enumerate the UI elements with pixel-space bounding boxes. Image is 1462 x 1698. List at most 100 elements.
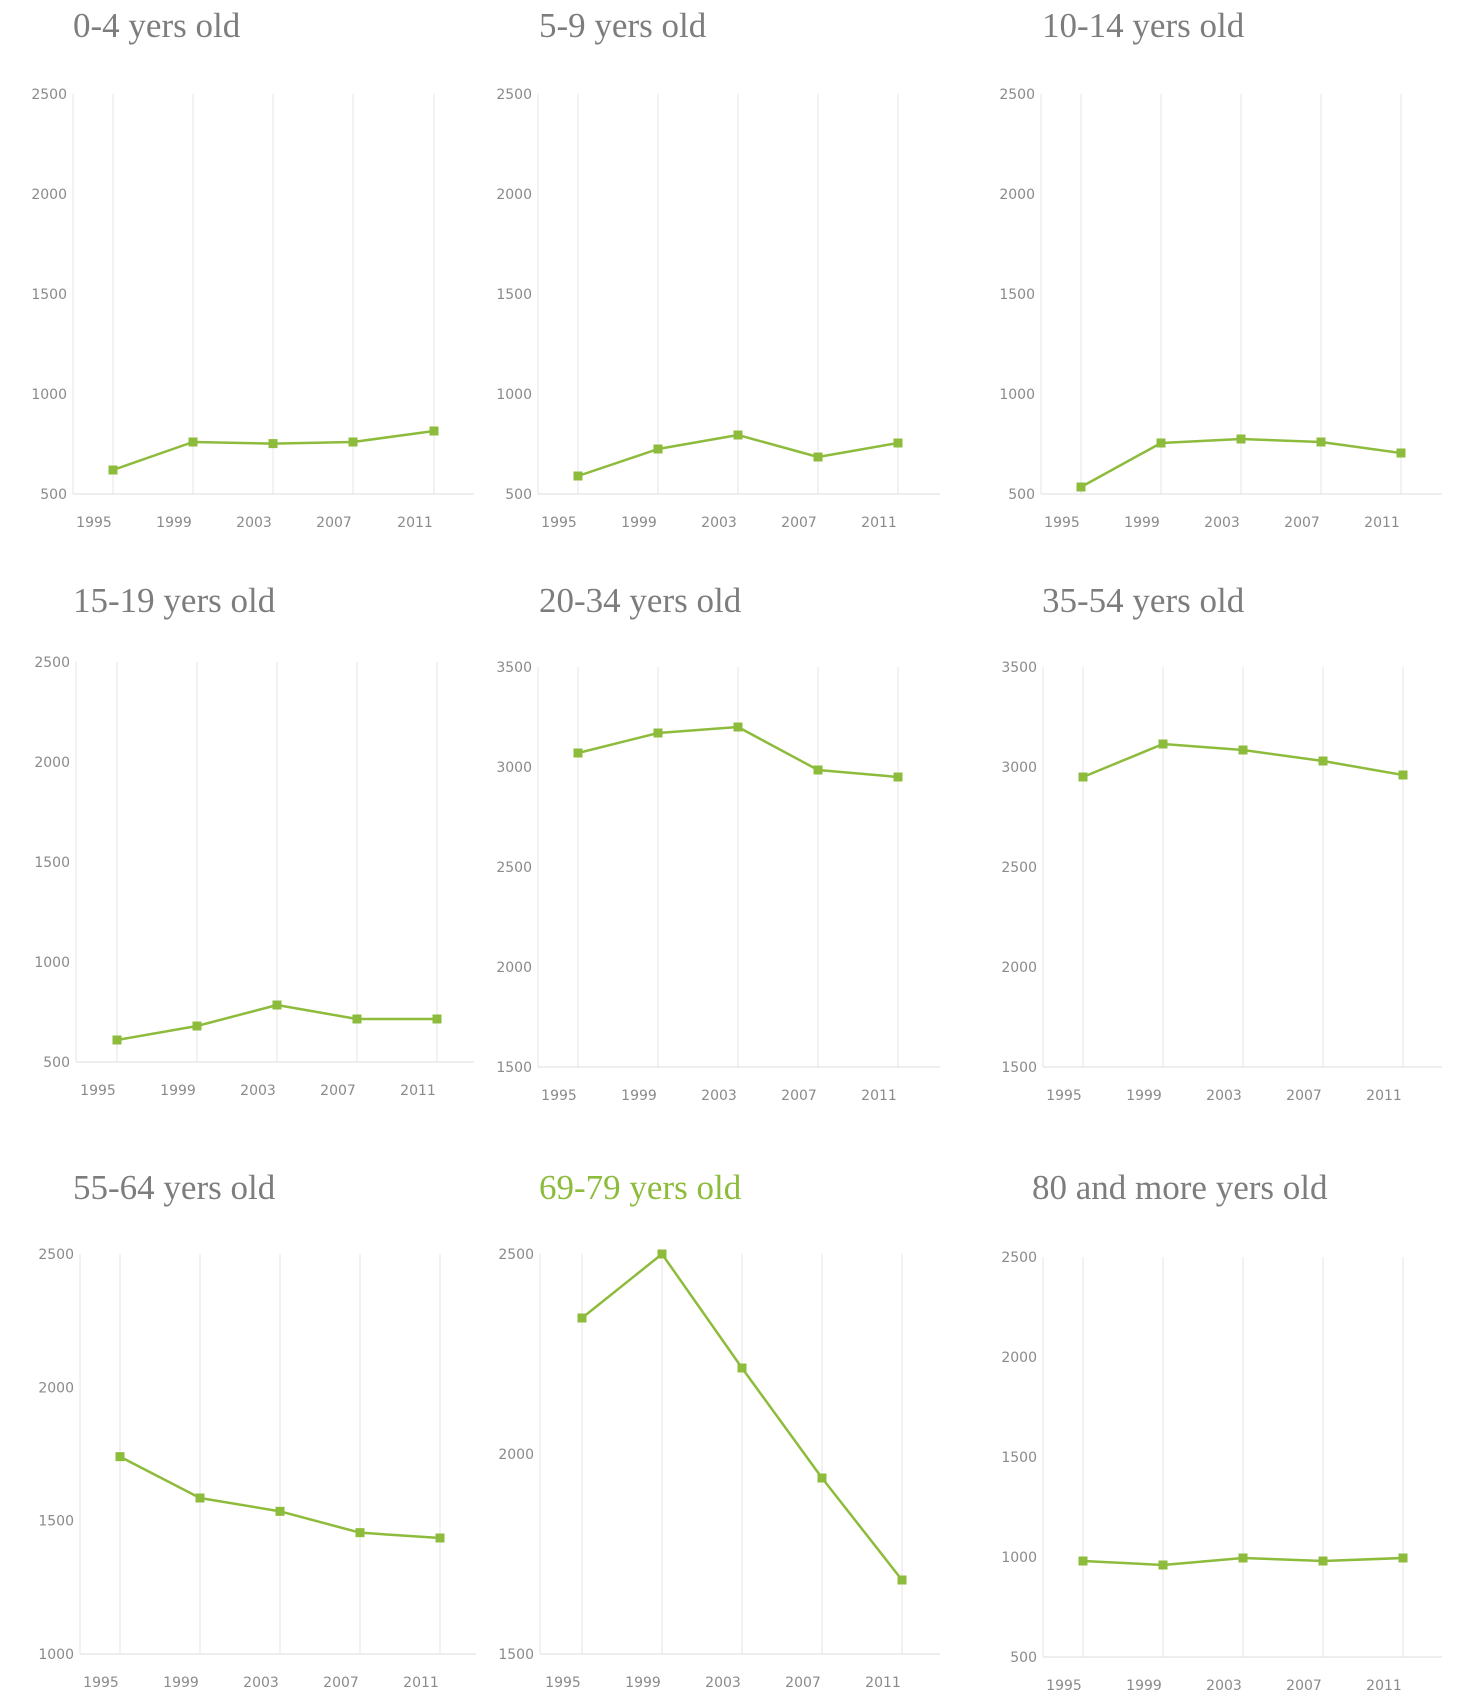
data-point-2011: [432, 1014, 442, 1024]
data-point-2011: [429, 426, 439, 436]
data-point-1999: [195, 1493, 205, 1503]
data-point-1999: [1156, 438, 1166, 448]
x-tick-label: 2003: [1206, 1678, 1242, 1694]
data-point-2003: [733, 722, 743, 732]
x-tick-label: 1995: [1046, 1678, 1082, 1694]
data-point-2003: [1236, 434, 1246, 444]
x-tick-label: 1995: [1046, 1088, 1082, 1104]
x-tick-label: 2007: [316, 515, 352, 531]
data-point-2007: [355, 1528, 365, 1538]
data-point-1999: [192, 1021, 202, 1031]
x-tick-label: 2003: [701, 515, 737, 531]
y-tick-label: 2500: [1001, 860, 1037, 876]
chart-title-10-14-yers-old: 10-14 yers old: [1042, 6, 1245, 45]
y-tick-label: 1000: [496, 387, 532, 403]
y-tick-label: 2500: [34, 655, 70, 671]
data-point-2011: [1396, 448, 1406, 458]
y-tick-label: 2000: [999, 187, 1035, 203]
data-point-1995: [1078, 772, 1088, 782]
y-tick-label: 2000: [31, 187, 67, 203]
x-tick-label: 1999: [156, 515, 192, 531]
data-point-2011: [1398, 1553, 1408, 1563]
chart-title-0-4-yers-old: 0-4 yers old: [73, 6, 241, 45]
y-tick-label: 2000: [498, 1447, 534, 1463]
data-point-1999: [653, 728, 663, 738]
y-tick-label: 3000: [1001, 760, 1037, 776]
data-point-2011: [893, 772, 903, 782]
x-tick-label: 1999: [163, 1675, 199, 1691]
y-tick-label: 1000: [38, 1647, 74, 1663]
data-point-2011: [1398, 770, 1408, 780]
data-point-2003: [1238, 745, 1248, 755]
data-point-1999: [1158, 1560, 1168, 1570]
x-tick-label: 1999: [621, 515, 657, 531]
chart-title-20-34-yers-old: 20-34 yers old: [539, 581, 742, 620]
data-point-2007: [348, 437, 358, 447]
data-point-2007: [817, 1473, 827, 1483]
data-point-1995: [577, 1313, 587, 1323]
y-tick-label: 2000: [1001, 960, 1037, 976]
chart-title-35-54-yers-old: 35-54 yers old: [1042, 581, 1245, 620]
x-tick-label: 2011: [1364, 515, 1400, 531]
data-point-1995: [1078, 1556, 1088, 1566]
y-tick-label: 1000: [34, 955, 70, 971]
x-tick-label: 1995: [541, 515, 577, 531]
data-point-1999: [188, 437, 198, 447]
y-tick-label: 2500: [496, 860, 532, 876]
x-tick-label: 1999: [1126, 1088, 1162, 1104]
x-tick-label: 2011: [865, 1675, 901, 1691]
y-tick-label: 2000: [1001, 1350, 1037, 1366]
x-tick-label: 2011: [397, 515, 433, 531]
y-tick-label: 1500: [496, 1060, 532, 1076]
data-point-2003: [737, 1363, 747, 1373]
y-tick-label: 2000: [34, 755, 70, 771]
y-tick-label: 2000: [496, 187, 532, 203]
data-point-2011: [435, 1533, 445, 1543]
x-tick-label: 2007: [785, 1675, 821, 1691]
y-tick-label: 3500: [1001, 660, 1037, 676]
y-tick-label: 2500: [496, 87, 532, 103]
data-point-2003: [1238, 1553, 1248, 1563]
data-point-1995: [112, 1035, 122, 1045]
y-tick-label: 3500: [496, 660, 532, 676]
y-tick-label: 2000: [496, 960, 532, 976]
x-tick-label: 1995: [1044, 515, 1080, 531]
x-tick-label: 2003: [701, 1088, 737, 1104]
x-tick-label: 2007: [1286, 1088, 1322, 1104]
chart-title-69-79-yers-old: 69-79 yers old: [539, 1168, 742, 1207]
data-point-2011: [893, 438, 903, 448]
data-point-1999: [653, 444, 663, 454]
y-tick-label: 1500: [498, 1647, 534, 1663]
x-tick-label: 2011: [1366, 1678, 1402, 1694]
x-tick-label: 2003: [1206, 1088, 1242, 1104]
x-tick-label: 2011: [1366, 1088, 1402, 1104]
x-tick-label: 2011: [400, 1083, 436, 1099]
y-tick-label: 1500: [31, 287, 67, 303]
x-tick-label: 2007: [1286, 1678, 1322, 1694]
data-point-2007: [813, 765, 823, 775]
x-tick-label: 2007: [320, 1083, 356, 1099]
chart-title-55-64-yers-old: 55-64 yers old: [73, 1168, 276, 1207]
y-tick-label: 500: [1008, 487, 1035, 503]
y-tick-label: 1000: [1001, 1550, 1037, 1566]
y-tick-label: 2500: [498, 1247, 534, 1263]
y-tick-label: 500: [1010, 1650, 1037, 1666]
data-point-2003: [272, 1000, 282, 1010]
y-tick-label: 2500: [1001, 1250, 1037, 1266]
y-tick-label: 1500: [496, 287, 532, 303]
y-tick-label: 500: [505, 487, 532, 503]
x-tick-label: 2007: [1284, 515, 1320, 531]
y-tick-label: 500: [43, 1055, 70, 1071]
y-tick-label: 1000: [999, 387, 1035, 403]
data-point-1999: [657, 1249, 667, 1259]
data-point-2003: [733, 430, 743, 440]
x-tick-label: 2003: [705, 1675, 741, 1691]
x-tick-label: 2003: [236, 515, 272, 531]
data-point-2007: [1316, 437, 1326, 447]
